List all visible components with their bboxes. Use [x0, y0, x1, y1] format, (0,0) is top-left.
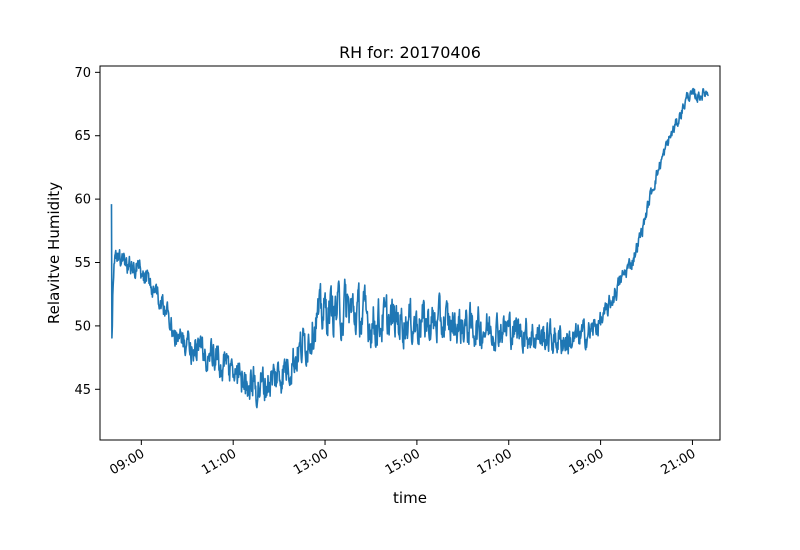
- y-axis-label: Relavitve Humidity: [45, 182, 63, 324]
- y-tick-label: 55: [74, 256, 91, 271]
- y-tick-label: 65: [74, 129, 91, 144]
- y-tick-label: 50: [74, 319, 91, 334]
- x-axis-label: time: [393, 489, 427, 507]
- series-layer: [110, 87, 709, 409]
- series-line-rh: [110, 87, 709, 409]
- y-axis-ticks: 45 50 55 60 65 70: [74, 66, 100, 398]
- plot-frame: [99, 65, 721, 441]
- y-tick-label: 45: [74, 383, 91, 398]
- plot-area: [99, 65, 721, 441]
- chart-title: RH for: 20170406: [339, 43, 481, 62]
- y-tick-label: 60: [74, 193, 91, 208]
- y-tick-label: 70: [74, 66, 91, 81]
